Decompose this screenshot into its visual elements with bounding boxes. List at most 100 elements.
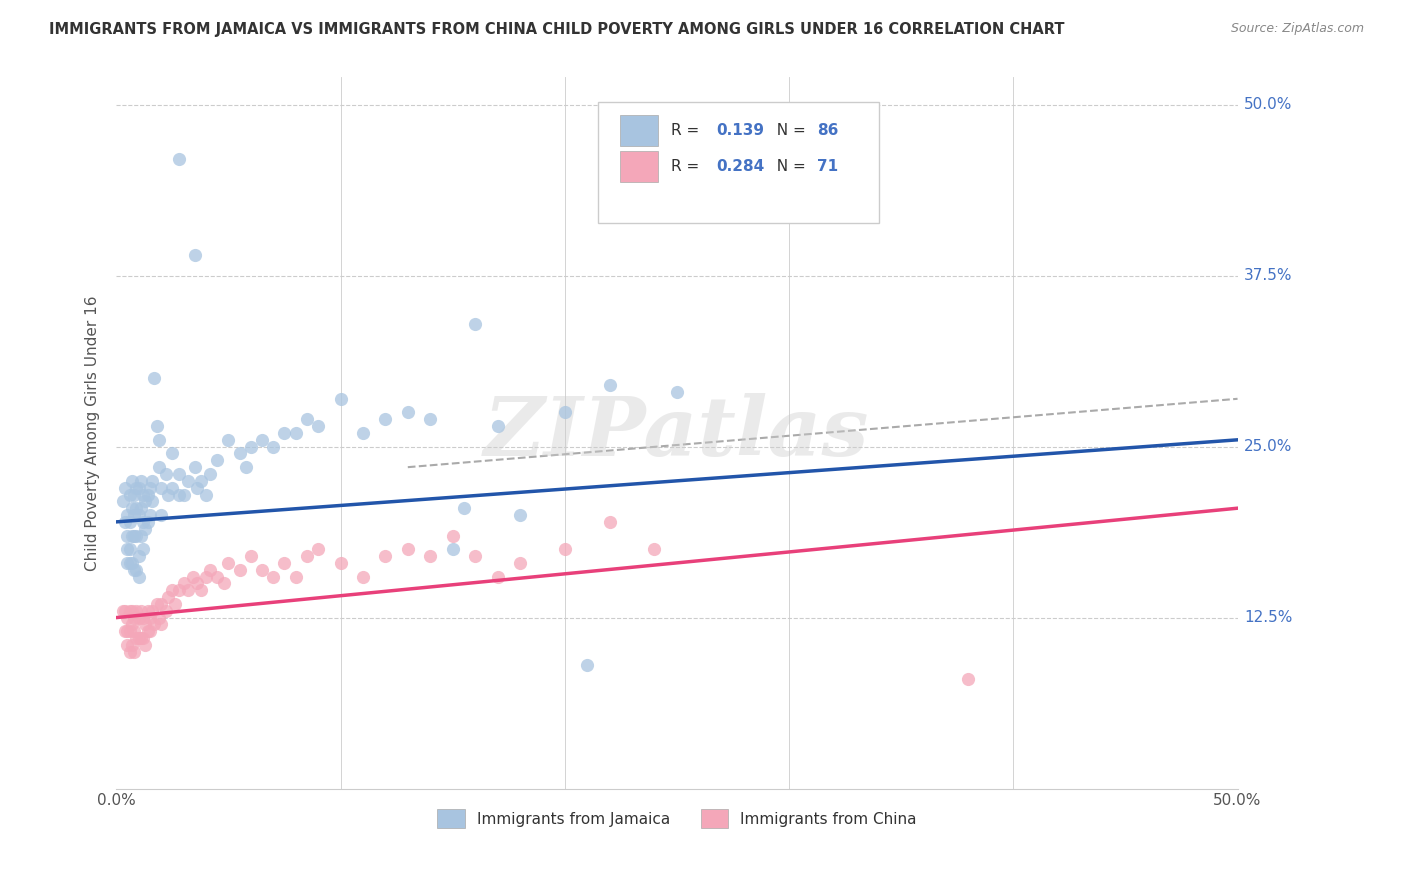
Point [167, 153, 190, 167]
Point [155, 467, 177, 481]
Point [114, 481, 136, 495]
Point [419, 412, 441, 426]
Point [125, 563, 148, 577]
Point [250, 433, 273, 447]
Text: 12.5%: 12.5% [1244, 610, 1292, 625]
Point [122, 624, 145, 639]
Point [128, 549, 150, 563]
Point [125, 604, 148, 618]
Point [163, 597, 186, 611]
Point [118, 515, 141, 529]
Point [200, 467, 222, 481]
Point [121, 474, 143, 488]
Point [148, 460, 170, 475]
Point [118, 556, 141, 570]
Point [117, 542, 139, 557]
Point [125, 631, 148, 645]
Point [396, 405, 419, 419]
Point [117, 638, 139, 652]
Point [111, 494, 134, 508]
Point [239, 549, 262, 563]
Point [155, 604, 177, 618]
Point [162, 481, 184, 495]
Point [145, 597, 167, 611]
Point [128, 569, 150, 583]
Point [643, 542, 665, 557]
Point [374, 549, 396, 563]
Point [118, 624, 141, 639]
Point [329, 556, 352, 570]
Point [145, 419, 167, 434]
Point [307, 542, 329, 557]
Point [162, 446, 184, 460]
Point [419, 549, 441, 563]
Point [134, 638, 156, 652]
Point [122, 563, 145, 577]
Point [129, 631, 152, 645]
Point [114, 604, 136, 618]
Point [554, 542, 576, 557]
Point [150, 481, 173, 495]
Point [181, 569, 204, 583]
Point [212, 576, 235, 591]
Text: 50.0%: 50.0% [1244, 97, 1292, 112]
Point [177, 474, 200, 488]
Text: 37.5%: 37.5% [1244, 268, 1292, 284]
FancyBboxPatch shape [620, 115, 658, 146]
Point [156, 487, 179, 501]
Point [134, 617, 156, 632]
Point [132, 631, 155, 645]
Point [177, 583, 200, 598]
Point [139, 508, 162, 522]
Point [486, 419, 509, 434]
Point [121, 528, 143, 542]
Point [295, 412, 318, 426]
Point [205, 569, 228, 583]
Point [121, 501, 143, 516]
Point [284, 569, 307, 583]
Point [118, 487, 141, 501]
Point [167, 467, 190, 481]
Point [957, 672, 980, 686]
Point [136, 604, 159, 618]
Point [200, 563, 222, 577]
Point [117, 528, 139, 542]
Point [122, 528, 145, 542]
Text: N =: N = [766, 159, 810, 174]
Point [117, 508, 139, 522]
Point [599, 378, 621, 392]
Point [186, 576, 208, 591]
Point [150, 597, 173, 611]
Point [141, 604, 163, 618]
Point [121, 604, 143, 618]
Point [117, 624, 139, 639]
Point [125, 501, 148, 516]
Point [186, 481, 208, 495]
Text: ZIPatlas: ZIPatlas [484, 393, 870, 473]
Point [121, 617, 143, 632]
Point [129, 528, 152, 542]
Text: Source: ZipAtlas.com: Source: ZipAtlas.com [1230, 22, 1364, 36]
Point [143, 371, 166, 385]
Point [136, 515, 159, 529]
Point [352, 425, 374, 440]
Text: 86: 86 [817, 123, 838, 138]
FancyBboxPatch shape [620, 151, 658, 182]
Point [554, 405, 576, 419]
Point [665, 384, 688, 399]
Text: R =: R = [671, 159, 704, 174]
Point [205, 453, 228, 467]
Point [132, 610, 155, 624]
Point [486, 569, 509, 583]
Point [118, 542, 141, 557]
Point [453, 501, 475, 516]
Point [509, 508, 531, 522]
Point [184, 460, 207, 475]
Point [117, 610, 139, 624]
Text: N =: N = [766, 123, 810, 138]
Point [121, 638, 143, 652]
Point [396, 542, 419, 557]
Point [139, 610, 162, 624]
Point [262, 440, 284, 454]
Point [273, 425, 295, 440]
